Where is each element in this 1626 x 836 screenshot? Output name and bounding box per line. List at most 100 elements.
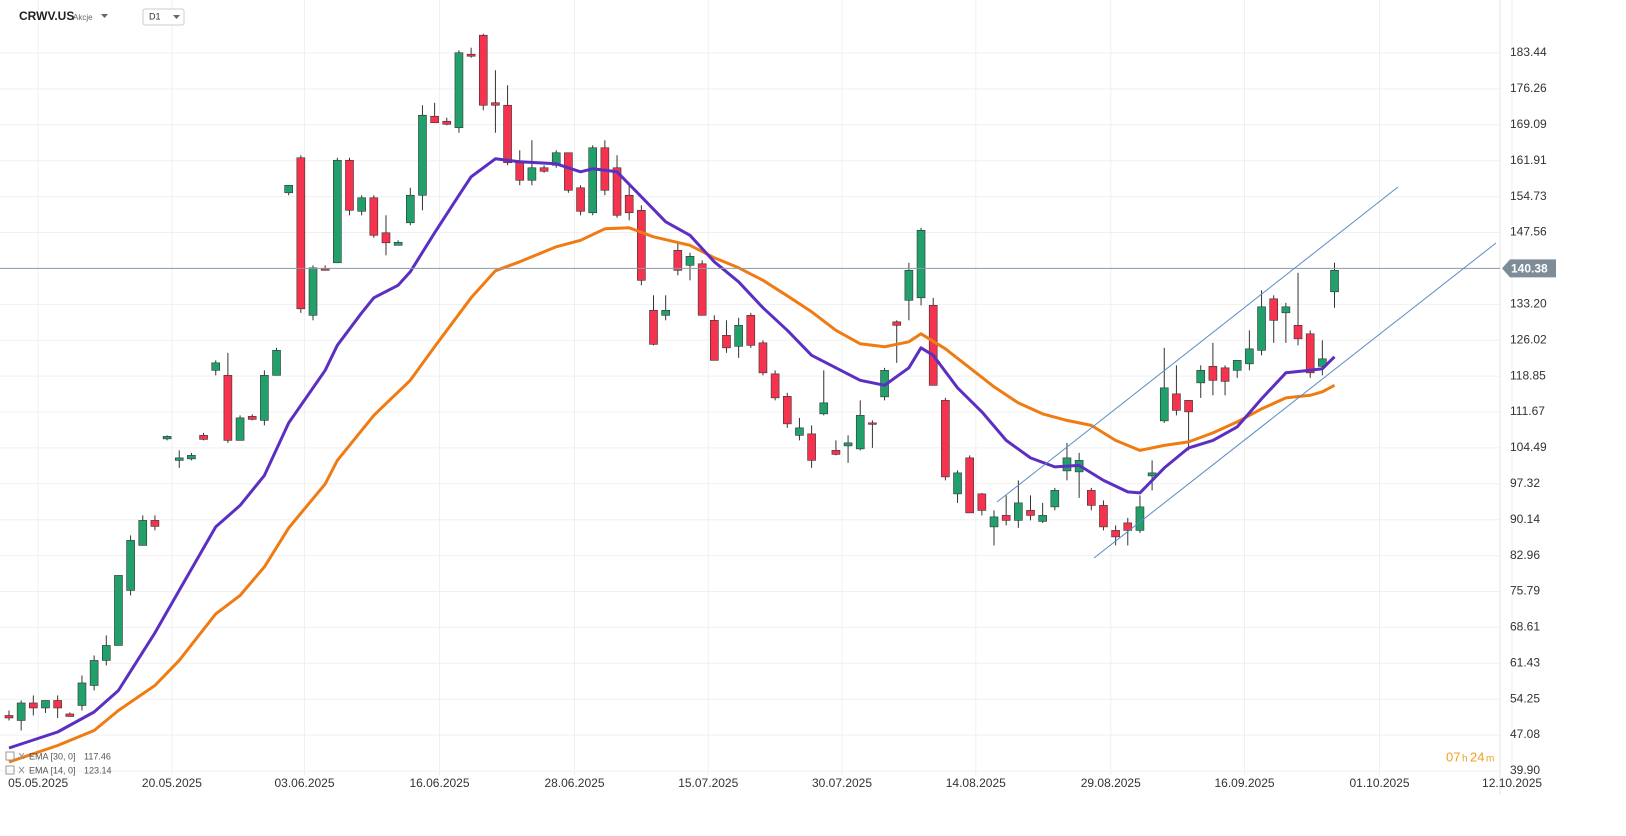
- candle-body: [734, 325, 743, 347]
- candle-body: [770, 373, 780, 399]
- x-tick-label: 29.08.2025: [1081, 776, 1141, 790]
- candle-body: [576, 187, 585, 212]
- candle-body: [624, 194, 634, 214]
- y-tick-label: 68.61: [1510, 620, 1540, 634]
- candle-body: [928, 305, 938, 386]
- candle-body: [211, 362, 221, 371]
- axes: 39.90 47.08 54.25 61.43 68.61 75.79 82.96 90.14…: [8, 45, 1556, 790]
- candle-body: [1208, 366, 1218, 381]
- x-tick-label: 20.05.2025: [142, 776, 202, 790]
- x-tick-label: 16.06.2025: [409, 776, 469, 790]
- candle-body: [442, 120, 452, 125]
- candle-body: [588, 147, 598, 214]
- candle-body: [1330, 270, 1339, 293]
- ema-line: [8, 226, 1336, 764]
- candle-body: [1026, 510, 1035, 516]
- candle-body: [41, 700, 50, 709]
- candle-body: [941, 400, 950, 478]
- candle-body: [223, 375, 233, 441]
- candle-body: [1257, 306, 1266, 351]
- candle-body: [539, 167, 549, 172]
- candle-body: [782, 396, 792, 425]
- legend-remove[interactable]: [18, 752, 25, 760]
- candle-body: [1172, 393, 1181, 411]
- candle-body: [16, 702, 26, 721]
- candle-body: [1305, 333, 1315, 374]
- countdown-minutes: 24: [1470, 749, 1484, 764]
- candle-body: [247, 416, 257, 420]
- candle-body: [1062, 457, 1072, 472]
- candle-body: [406, 194, 415, 224]
- candle-body: [527, 167, 537, 181]
- x-tick-label: 03.06.2025: [274, 776, 334, 790]
- candle-body: [564, 152, 573, 191]
- candle-body: [515, 162, 525, 181]
- y-tick-label: 47.08: [1510, 727, 1540, 741]
- candle-body: [393, 241, 403, 246]
- candle-body: [320, 268, 330, 271]
- candle-body: [831, 450, 841, 455]
- candle-body: [1196, 370, 1206, 384]
- last-price-label: 140.38: [1511, 262, 1548, 276]
- candle-body: [819, 402, 829, 415]
- candle-body: [1099, 505, 1108, 528]
- candle-body: [1220, 367, 1230, 382]
- legend-icon[interactable]: [5, 765, 15, 775]
- candle-body: [284, 184, 293, 194]
- candle-body: [296, 157, 306, 310]
- ema-line: [8, 157, 1336, 750]
- y-tick-label: 161.91: [1510, 153, 1547, 167]
- y-tick-label: 176.26: [1510, 81, 1547, 95]
- y-tick-label: 154.73: [1510, 189, 1547, 203]
- candle-body: [162, 436, 172, 440]
- x-tick-label: 01.10.2025: [1349, 776, 1409, 790]
- legend-icon[interactable]: [5, 751, 15, 761]
- y-tick-label: 82.96: [1510, 548, 1540, 562]
- candle-body: [685, 255, 695, 266]
- candle-body: [1159, 387, 1169, 422]
- symbol[interactable]: CRWV.US: [19, 9, 74, 23]
- candle-body: [174, 457, 184, 461]
- candle-body: [637, 209, 646, 281]
- candle-body: [114, 575, 123, 646]
- y-tick-label: 39.90: [1510, 763, 1540, 777]
- candle-body: [1014, 502, 1023, 521]
- y-tick-label: 104.49: [1510, 440, 1547, 454]
- candle-body: [29, 702, 38, 709]
- x-tick-label: 12.10.2025: [1482, 776, 1542, 790]
- candle-body: [807, 433, 816, 461]
- legend: EMA [30, 0] 117.46 EMA [14, 0] 123.14: [5, 751, 112, 775]
- y-tick-label: 133.20: [1510, 296, 1547, 310]
- candle-body: [843, 442, 853, 447]
- candle-body: [977, 493, 987, 511]
- timeframe-select[interactable]: [142, 8, 185, 26]
- channel-upper: [996, 186, 1399, 503]
- candle-body: [855, 415, 865, 450]
- candle-body: [661, 310, 670, 316]
- candle-body: [478, 34, 488, 106]
- candle-body: [989, 516, 999, 528]
- candle-body: [199, 435, 208, 440]
- candle-body: [187, 455, 196, 460]
- candle-body: [89, 660, 99, 686]
- y-tick-label: 183.44: [1510, 45, 1547, 59]
- candle-body: [746, 315, 756, 346]
- legend-value: 123.14: [84, 765, 112, 775]
- candle-body: [101, 645, 111, 661]
- candle-body: [1269, 298, 1279, 321]
- legend-name: EMA [30, 0]: [29, 751, 76, 761]
- candle-body: [916, 229, 926, 299]
- y-tick-label: 111.67: [1510, 404, 1545, 418]
- x-tick-label: 16.09.2025: [1214, 776, 1274, 790]
- legend-remove[interactable]: [18, 766, 25, 774]
- candle-body: [454, 52, 464, 129]
- symbol-dropdown[interactable]: [101, 14, 108, 18]
- x-tick-label: 15.07.2025: [678, 776, 738, 790]
- y-tick-label: 97.32: [1510, 476, 1540, 490]
- candle-body: [138, 520, 148, 546]
- candle-body: [868, 422, 877, 425]
- candle-body: [345, 159, 354, 211]
